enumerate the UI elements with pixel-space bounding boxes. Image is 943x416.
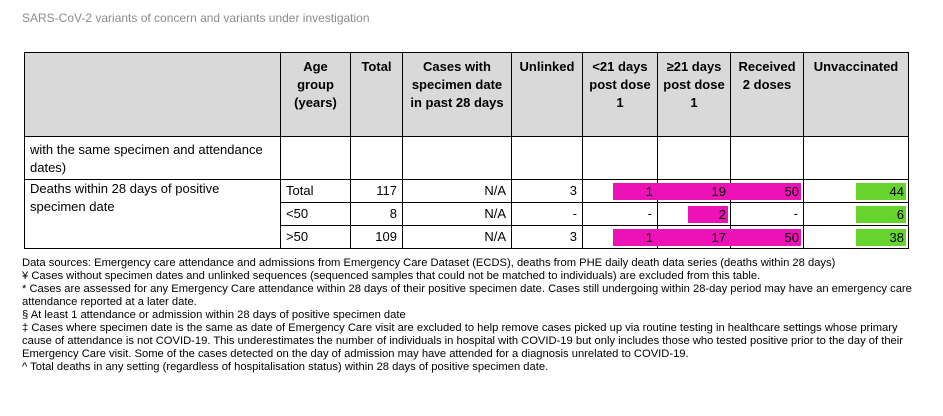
table-row-continued: with the same specimen and attendance da…: [24, 136, 909, 180]
age-cell: Total: [280, 179, 351, 203]
footnote-asterisk: * Cases are assessed for any Emergency C…: [22, 283, 912, 308]
lt21-cell: 1: [582, 225, 658, 249]
unlinked-cell: -: [511, 202, 583, 226]
unvax-value: 38: [856, 229, 906, 246]
age-cell: >50: [280, 225, 351, 249]
ge21-value: 19: [654, 183, 728, 200]
footnote-yen: ¥ Cases without specimen dates and unlin…: [22, 270, 761, 282]
continued-label: with the same specimen and attendance da…: [24, 136, 281, 180]
footnote-section: § At least 1 attendance or admission wit…: [22, 309, 406, 321]
age-cell: <50: [280, 202, 351, 226]
two-doses-value: 50: [727, 183, 801, 200]
header-unvaccinated: Unvaccinated: [803, 52, 909, 137]
ge21-cell: 2: [657, 202, 731, 226]
deaths-label: Deaths within 28 days of positive specim…: [24, 179, 281, 249]
total-cell: 109: [350, 225, 403, 249]
empty-cell: [803, 136, 909, 180]
unvax-value: 44: [856, 183, 906, 200]
two-doses-cell: 50: [727, 179, 804, 203]
header-age-group: Age group (years): [280, 52, 351, 137]
empty-cell: [350, 136, 403, 180]
total-cell: 8: [350, 202, 403, 226]
empty-cell: [730, 136, 804, 180]
unlinked-cell: 3: [511, 225, 583, 249]
table-row: >50 109 N/A 3 1 17 50 38: [25, 225, 909, 249]
ge21-cell: 17: [654, 225, 731, 249]
unvax-cell: 38: [803, 225, 909, 249]
header-lt21-days: <21 days post dose 1: [582, 52, 658, 137]
recent-cell: N/A: [402, 202, 512, 226]
lt21-cell: -: [582, 202, 658, 226]
header-ge21-days: ≥21 days post dose 1: [657, 52, 731, 137]
header-total: Total: [350, 52, 403, 137]
empty-cell: [657, 136, 731, 180]
header-cases-recent: Cases with specimen date in past 28 days: [402, 52, 512, 137]
unvax-cell: 44: [803, 179, 909, 203]
two-doses-value: 50: [727, 229, 801, 246]
table-row: Deaths within 28 days of positive specim…: [24, 179, 909, 249]
ge21-value: 17: [654, 229, 728, 246]
unvax-value: 6: [856, 206, 906, 223]
lt21-value: 1: [613, 183, 655, 200]
total-cell: 117: [350, 179, 403, 203]
variants-table: Age group (years) Total Cases with speci…: [24, 52, 909, 249]
header-unlinked: Unlinked: [511, 52, 583, 137]
ge21-value: 2: [688, 206, 728, 223]
footnote-caret: ^ Total deaths in any setting (regardles…: [22, 361, 549, 373]
empty-cell: [280, 136, 351, 180]
ge21-cell: 19: [654, 179, 731, 203]
two-doses-cell: -: [730, 202, 804, 226]
document-title: SARS-CoV-2 variants of concern and varia…: [22, 11, 370, 25]
header-row: Age group (years) Total Cases with speci…: [24, 52, 909, 137]
empty-cell: [511, 136, 583, 180]
recent-cell: N/A: [402, 225, 512, 249]
lt21-value: 1: [613, 229, 655, 246]
recent-cell: N/A: [402, 179, 512, 203]
two-doses-cell: 50: [727, 225, 804, 249]
lt21-cell: 1: [582, 179, 658, 203]
empty-cell: [582, 136, 658, 180]
header-two-doses: Received 2 doses: [730, 52, 804, 137]
unvax-cell: 6: [803, 202, 909, 226]
footnote-data-sources: Data sources: Emergency care attendance …: [22, 257, 836, 269]
footnotes: Data sources: Emergency care attendance …: [22, 257, 922, 374]
unlinked-cell: 3: [511, 179, 583, 203]
header-blank-cell: [24, 52, 281, 137]
footnote-double-dagger: ‡ Cases where specimen date is the same …: [22, 322, 903, 360]
empty-cell: [402, 136, 512, 180]
